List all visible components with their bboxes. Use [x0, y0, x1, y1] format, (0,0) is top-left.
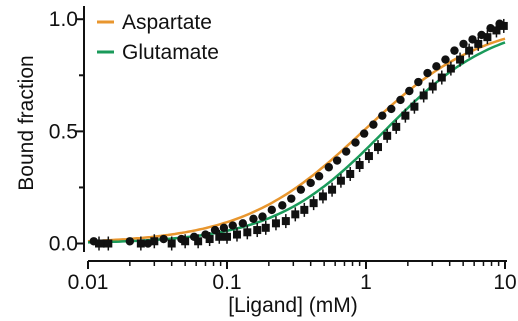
- marker-circle: [324, 163, 334, 172]
- marker-square: [271, 219, 280, 228]
- marker-circle: [387, 104, 396, 114]
- marker-circle: [228, 221, 237, 230]
- y-axis-label: Bound fraction: [15, 55, 38, 190]
- y-tick-label: 0.0: [49, 233, 78, 256]
- marker-square: [291, 210, 300, 219]
- marker-circle: [332, 156, 342, 165]
- x-tick-label: 1: [360, 271, 372, 294]
- marker-square: [437, 73, 446, 82]
- marker-square: [232, 230, 241, 239]
- marker-circle: [249, 214, 258, 224]
- marker-square: [410, 102, 419, 111]
- marker-square: [474, 39, 483, 48]
- marker-square: [243, 228, 252, 237]
- marker-circle: [423, 68, 432, 78]
- marker-square: [215, 232, 224, 241]
- marker-circle: [441, 55, 450, 64]
- marker-circle: [450, 46, 459, 55]
- marker-square: [95, 239, 104, 248]
- marker-circle: [306, 178, 315, 188]
- marker-circle: [432, 62, 441, 71]
- marker-square: [318, 192, 327, 201]
- marker-square: [383, 131, 392, 140]
- fit-line-aspartate: [87, 37, 506, 243]
- marker-circle: [238, 219, 248, 228]
- marker-square: [499, 21, 508, 30]
- marker-circle: [396, 95, 405, 105]
- marker-square: [136, 239, 145, 248]
- marker-square: [401, 111, 410, 120]
- x-axis-label: [Ligand] (mM): [228, 294, 358, 317]
- marker-circle: [267, 205, 276, 215]
- marker-square: [428, 82, 437, 91]
- marker-square: [483, 33, 492, 42]
- marker-square: [194, 237, 203, 246]
- marker-circle: [414, 77, 423, 87]
- marker-square: [205, 235, 214, 244]
- marker-circle: [351, 138, 360, 147]
- marker-square: [419, 91, 428, 100]
- marker-circle: [258, 212, 267, 221]
- y-tick-label: 1.0: [49, 8, 78, 31]
- marker-square: [309, 199, 318, 208]
- y-tick-label: 0.5: [49, 120, 78, 143]
- marker-circle: [125, 237, 135, 246]
- marker-circle: [341, 147, 351, 156]
- marker-square: [261, 223, 270, 232]
- marker-square: [281, 217, 290, 226]
- marker-square: [492, 26, 501, 35]
- x-tick-label: 0.01: [68, 271, 109, 294]
- marker-square: [104, 239, 113, 248]
- marker-circle: [219, 223, 229, 233]
- marker-square: [355, 161, 364, 170]
- marker-square: [364, 152, 373, 161]
- marker-square: [181, 237, 190, 246]
- axes: [83, 6, 507, 262]
- x-ticks: 0.01 0.1 1 10: [68, 261, 517, 294]
- marker-square: [456, 55, 465, 64]
- marker-circle: [405, 86, 414, 96]
- marker-circle: [459, 39, 468, 49]
- marker-circle: [143, 239, 153, 248]
- y-ticks: 0.0 0.5 1.0: [49, 8, 84, 256]
- marker-circle: [210, 225, 220, 235]
- marker-square: [465, 46, 474, 55]
- marker-square: [150, 237, 159, 246]
- marker-circle: [369, 120, 378, 129]
- marker-square: [336, 176, 345, 185]
- marker-circle: [378, 111, 387, 120]
- marker-circle: [314, 172, 324, 181]
- marker-circle: [159, 234, 168, 244]
- marker-circle: [287, 194, 296, 203]
- marker-circle: [278, 201, 287, 210]
- data-markers: [89, 18, 508, 251]
- marker-square: [374, 143, 383, 152]
- legend-label-aspartate: Aspartate: [122, 11, 212, 34]
- marker-square: [253, 226, 262, 235]
- marker-square: [167, 239, 176, 248]
- marker-square: [300, 205, 309, 214]
- marker-square: [328, 185, 337, 194]
- x-tick-label: 0.1: [212, 271, 241, 294]
- marker-circle: [359, 129, 369, 138]
- marker-circle: [296, 185, 306, 194]
- legend: Aspartate Glutamate: [97, 11, 219, 64]
- x-tick-label: 10: [493, 271, 516, 294]
- marker-square: [223, 232, 231, 241]
- marker-square: [392, 122, 401, 131]
- marker-square: [346, 169, 355, 178]
- marker-square: [446, 64, 455, 73]
- legend-label-glutamate: Glutamate: [122, 41, 219, 64]
